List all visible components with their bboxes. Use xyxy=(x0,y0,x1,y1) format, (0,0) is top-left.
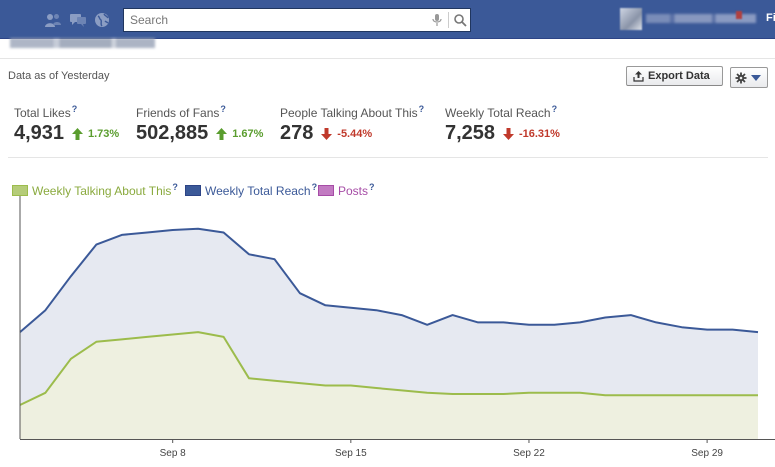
globe-icon[interactable] xyxy=(93,12,111,28)
stat-weekly-total-reach: Weekly Total Reach? 7,258 -16.31% xyxy=(445,104,560,145)
divider xyxy=(8,157,768,158)
stat-change: -16.31% xyxy=(518,127,560,140)
talking-area xyxy=(20,332,758,439)
stat-total-likes: Total Likes? 4,931 1.73% xyxy=(14,104,119,145)
legend-label: Weekly Talking About This xyxy=(32,184,172,198)
divider xyxy=(0,58,775,59)
legend-swatch xyxy=(12,185,28,196)
stat-people-talking: People Talking About This? 278 -5.44% xyxy=(280,104,424,145)
help-icon[interactable]: ? xyxy=(551,104,558,114)
help-icon[interactable]: ? xyxy=(220,104,226,114)
arrow-up-icon xyxy=(71,127,83,140)
help-icon[interactable]: ? xyxy=(418,104,425,114)
stat-change: 1.67% xyxy=(232,127,264,140)
stat-value: 7,258 xyxy=(445,122,496,144)
help-icon[interactable]: ? xyxy=(71,104,78,114)
legend-label: Posts xyxy=(338,184,369,198)
profile-initials[interactable]: Fi xyxy=(766,12,775,24)
export-data-label: Export Data xyxy=(648,70,710,82)
help-icon[interactable]: ? xyxy=(172,182,178,192)
export-data-button[interactable]: Export Data xyxy=(626,66,723,86)
stat-value: 278 xyxy=(280,122,314,144)
gear-icon xyxy=(735,72,747,84)
legend-swatch xyxy=(318,185,334,196)
help-icon[interactable]: ? xyxy=(369,182,375,192)
settings-menu-button[interactable] xyxy=(730,67,768,88)
arrow-down-icon xyxy=(320,127,332,140)
data-as-of-label: Data as of Yesterday xyxy=(8,70,110,82)
stat-label: Total Likes xyxy=(14,106,71,120)
arrow-down-icon xyxy=(502,127,514,140)
stat-label: Friends of Fans xyxy=(136,106,220,120)
x-tick-label: Sep 15 xyxy=(335,448,367,459)
stat-value: 502,885 xyxy=(136,122,209,144)
microphone-icon[interactable] xyxy=(430,13,444,27)
export-icon xyxy=(633,71,644,82)
stat-label: People Talking About This xyxy=(280,106,418,120)
profile-name-blurred[interactable] xyxy=(646,14,756,23)
top-navigation-bar: Fi xyxy=(0,0,775,39)
notification-marker xyxy=(736,11,742,19)
friends-icon[interactable] xyxy=(44,12,62,28)
x-tick-label: Sep 8 xyxy=(160,448,187,459)
search-input[interactable] xyxy=(124,9,430,31)
legend-label: Weekly Total Reach xyxy=(205,184,311,198)
legend-posts[interactable]: Posts? xyxy=(318,182,375,198)
stat-label: Weekly Total Reach xyxy=(445,106,551,120)
stat-change: -5.44% xyxy=(337,127,373,140)
chevron-down-icon xyxy=(751,75,761,81)
avatar[interactable] xyxy=(620,8,642,30)
x-tick-label: Sep 29 xyxy=(691,448,723,459)
messages-icon[interactable] xyxy=(69,12,87,28)
insights-chart: Sep 8 Sep 15 Sep 22 Sep 29 xyxy=(19,196,775,459)
search-icon[interactable] xyxy=(453,13,467,27)
arrow-up-icon xyxy=(215,127,227,140)
legend-weekly-talking[interactable]: Weekly Talking About This? xyxy=(12,182,178,198)
page-name-blurred xyxy=(10,38,155,48)
help-icon[interactable]: ? xyxy=(311,182,318,192)
reach-line xyxy=(19,227,759,334)
x-tick-label: Sep 22 xyxy=(513,448,545,459)
search-divider xyxy=(448,12,449,28)
talking-line xyxy=(19,331,758,406)
stat-change: 1.73% xyxy=(87,127,120,140)
search-box xyxy=(123,8,471,32)
stat-value: 4,931 xyxy=(14,122,65,144)
legend-weekly-total-reach[interactable]: Weekly Total Reach? xyxy=(185,182,317,198)
legend-swatch xyxy=(185,185,201,196)
stat-friends-of-fans: Friends of Fans? 502,885 1.67% xyxy=(136,104,263,145)
